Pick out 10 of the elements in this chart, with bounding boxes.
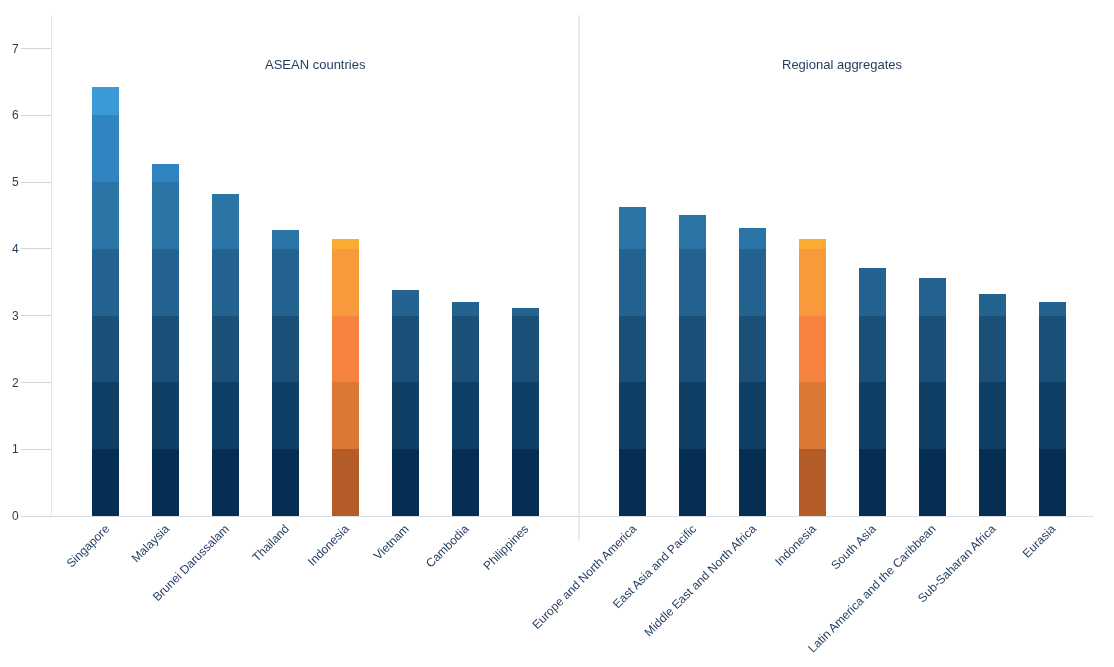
y-tick-label: 2 xyxy=(11,375,19,390)
y-tick-label: 0 xyxy=(11,509,19,524)
y-tick-label: 3 xyxy=(11,308,19,323)
y-tick-label: 5 xyxy=(11,175,19,190)
y-tick-label: 1 xyxy=(11,442,19,457)
y-tick-label: 6 xyxy=(11,108,19,123)
annotation: ASEAN countries xyxy=(265,57,366,72)
y-tick-label: 7 xyxy=(11,41,19,56)
y-tick-label: 4 xyxy=(11,242,19,256)
annotation: Regional aggregates xyxy=(782,57,903,72)
